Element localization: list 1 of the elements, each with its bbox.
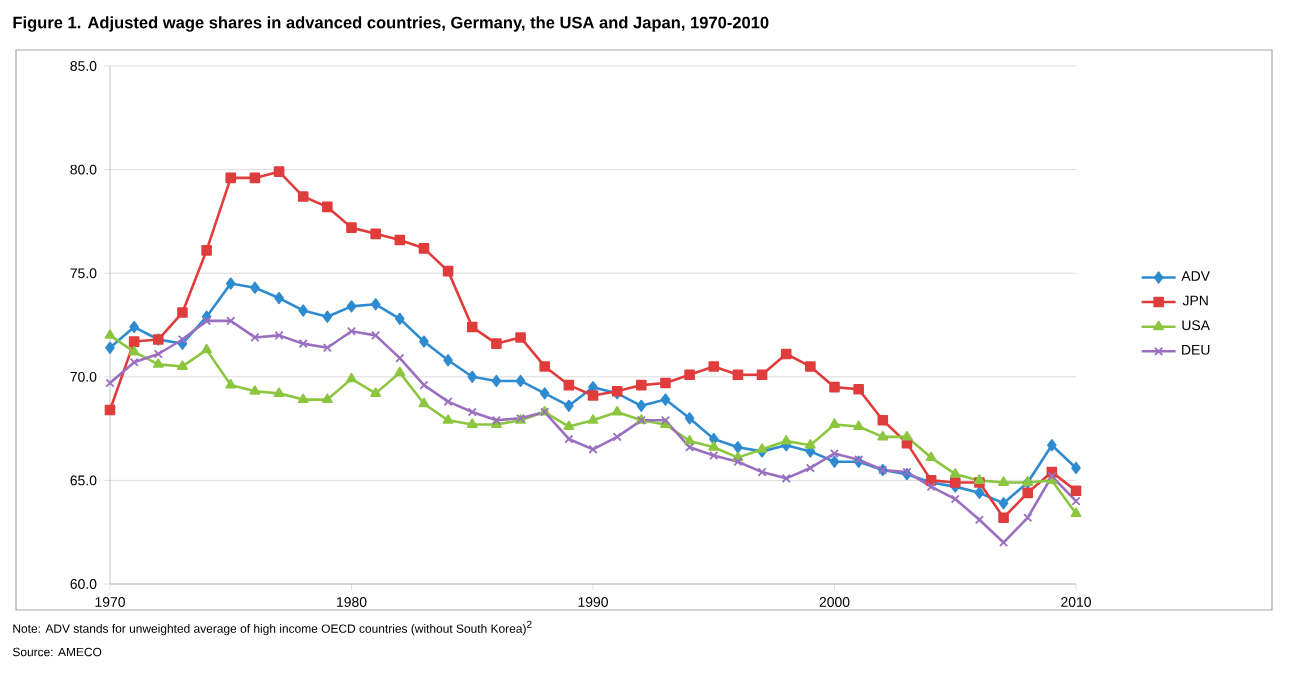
chart-title: Figure 1. Adjusted wage shares in advanced countries, Germany, the USA and Japan, 1970-2010	[13, 16, 769, 32]
